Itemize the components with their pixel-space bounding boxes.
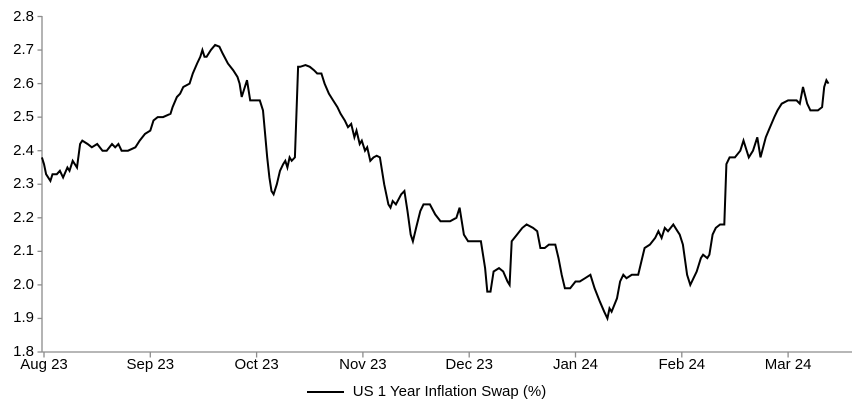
x-tick-label-oct23: Oct 23 — [234, 356, 279, 373]
axis-tick-marks — [37, 15, 789, 358]
legend-line-swatch — [306, 391, 344, 393]
x-tick-label-nov23: Nov 23 — [339, 356, 387, 373]
y-tick-label-2-5: 2.5 — [13, 108, 34, 126]
y-tick-label-2-2: 2.2 — [13, 208, 34, 226]
x-tick-label-jan24: Jan 24 — [552, 356, 599, 373]
y-tick-label-2-6: 2.6 — [13, 74, 34, 92]
y-tick-label-2-0: 2.0 — [13, 275, 34, 293]
x-tick-label-dec23: Dec 23 — [445, 356, 493, 373]
series-line-us-1-year-inflation-swap — [40, 43, 830, 322]
y-tick-label-1-8: 1.8 — [13, 343, 34, 360]
x-tick-label-mar24: Mar 24 — [764, 356, 812, 373]
legend-label: US 1 Year Inflation Swap (%) — [352, 383, 547, 400]
y-tick-label-2-1: 2.1 — [13, 242, 34, 260]
x-tick-label-sep23: Sep 23 — [126, 356, 175, 373]
x-tick-label-aug23: Aug 23 — [20, 356, 68, 373]
x-tick-label-feb24: Feb 24 — [658, 356, 706, 373]
y-tick-label-2-7: 2.7 — [13, 41, 34, 59]
y-tick-label-1-9: 1.9 — [13, 309, 34, 327]
y-tick-label-2-4: 2.4 — [13, 141, 34, 159]
legend: US 1 Year Inflation Swap (%) — [0, 382, 853, 402]
y-tick-label-2-8: 2.8 — [13, 7, 34, 25]
y-tick-label-2-3: 2.3 — [13, 175, 34, 193]
